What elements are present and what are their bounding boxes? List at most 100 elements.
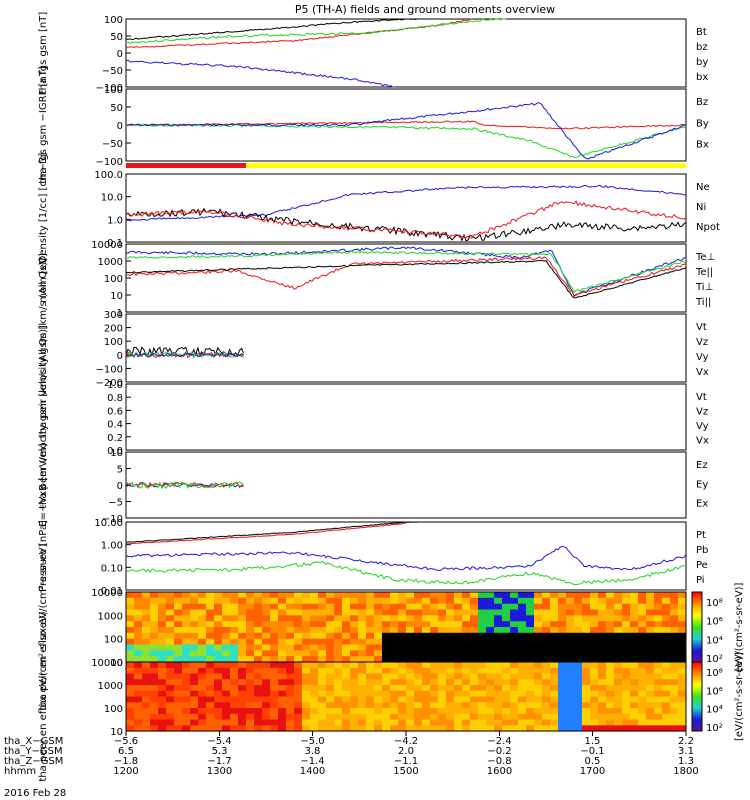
heatmap-cell [446,679,455,686]
heatmap-cell [414,696,423,703]
heatmap-cell [550,644,559,651]
heatmap-cell [262,673,271,680]
heatmap-cell [366,632,375,640]
heatmap-cell [382,615,391,622]
heatmap-cell [134,696,143,703]
heatmap-cell [350,609,359,616]
heatmap-cell [598,656,607,663]
heatmap-cell [430,667,439,675]
heatmap-cell [430,719,439,726]
heatmap-cell [662,673,671,680]
heatmap-cell [614,638,623,645]
heatmap-cell [606,650,615,657]
heatmap-cell [374,696,383,703]
heatmap-cell [534,679,543,686]
heatmap-cell [630,627,639,634]
heatmap-cell [270,632,279,640]
heatmap-cell [190,696,199,703]
heatmap-cell [494,609,503,616]
series-line-blue [125,59,395,88]
heatmap-cell [198,644,207,651]
heatmap-cell [374,713,383,721]
heatmap-cell [422,667,431,675]
heatmap-cell [142,696,151,703]
y-tick-label: −100 [96,83,123,94]
heatmap-cell [174,638,183,645]
heatmap-cell [566,679,575,686]
heatmap-cell [550,632,559,640]
heatmap-cell [206,667,215,675]
y-tick-label: −50 [102,66,123,77]
heatmap-cell [414,603,423,610]
heatmap-cell [342,632,351,640]
heatmap-cell [254,702,263,709]
heatmap-cell [310,609,319,616]
heatmap-cell [574,650,583,657]
heatmap-cell [254,708,263,715]
heatmap-cell [510,673,519,680]
heatmap-cell [406,708,415,715]
series-line-black [125,207,687,242]
heatmap-cell [526,673,535,680]
heatmap-cell [462,603,471,610]
heatmap-cell [614,667,623,675]
heatmap-cell [654,685,663,692]
heatmap-cell [518,708,527,715]
heatmap-cell [246,667,255,675]
heatmap-cell [182,679,191,686]
y-tick-label: 10000 [91,240,123,251]
heatmap-cell [238,708,247,715]
heatmap-cell [350,632,359,640]
heatmap-cell [478,615,487,622]
heatmap-cell [350,621,359,628]
heatmap-cell [398,656,407,663]
heatmap-cell [406,621,415,628]
heatmap-cell [294,719,303,726]
x-axis-tick-label: −5.6 [114,736,138,747]
heatmap-cell [286,632,295,640]
heatmap-cell [214,702,223,709]
x-axis-tick-label: −5.0 [300,736,324,747]
heatmap-cell [238,662,247,669]
y-tick-label: 10 [110,727,123,738]
heatmap-cell [166,627,175,634]
heatmap-cell [238,673,247,680]
heatmap-cell [390,656,399,663]
heatmap-cell [662,662,671,669]
heatmap-cell [238,621,247,628]
heatmap-cell [462,685,471,692]
heatmap-cell [294,713,303,721]
heatmap-cell [486,690,495,698]
heatmap-cell [638,696,647,703]
heatmap-cell [534,615,543,622]
heatmap-cell [406,592,415,599]
heatmap-cell [534,638,543,645]
heatmap-cell [158,632,167,640]
heatmap-cell [230,696,239,703]
heatmap-cell [422,685,431,692]
heatmap-cell [406,690,415,698]
heatmap-cell [374,650,383,657]
x-axis-tick-label: 5.3 [212,746,228,757]
heatmap-cell [454,713,463,721]
heatmap-cell [238,696,247,703]
heatmap-cell [278,656,287,663]
heatmap-cell [478,603,487,610]
series-line-green [125,560,687,586]
heatmap-cell [358,603,367,610]
heatmap-cell [670,685,679,692]
heatmap-cell [518,673,527,680]
heatmap-cell [198,708,207,715]
heatmap-cell [214,632,223,640]
heatmap-cell [126,685,135,692]
x-axis-tick-label: −2.4 [487,736,511,747]
heatmap-cell [462,690,471,698]
x-axis-tick-label: 2.2 [678,736,694,747]
heatmap-cell [254,690,263,698]
heatmap-cell [422,650,431,657]
heatmap-cell [398,597,407,605]
heatmap-cell [206,679,215,686]
panel-frame [125,18,687,88]
heatmap-cell [382,650,391,657]
